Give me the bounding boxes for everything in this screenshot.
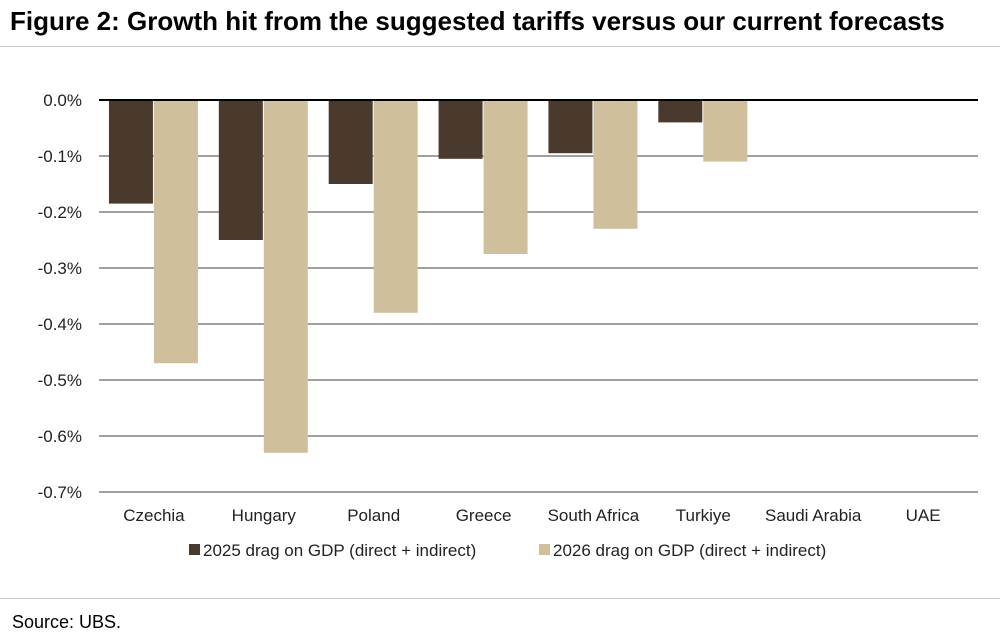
x-category-label: Greece [456, 506, 512, 525]
bar-2026-greece [483, 100, 528, 254]
legend-swatch [539, 544, 550, 555]
x-axis-category-labels: Czechia Hungary Poland Greece South Africa Tu… [123, 506, 940, 525]
y-axis-tick-labels: 0.0% -0.1% -0.2% -0.3% -0.4% -0.5% -0.6% -0.7% [38, 91, 82, 502]
bar-2025-greece [438, 100, 483, 159]
bar-2026-czechia [153, 100, 198, 364]
x-category-label: Czechia [123, 506, 185, 525]
bar-2025-czechia [108, 100, 153, 204]
y-tick-label: -0.1% [38, 147, 82, 166]
y-tick-label: -0.5% [38, 371, 82, 390]
x-category-label: Saudi Arabia [765, 506, 862, 525]
y-tick-label: -0.3% [38, 259, 82, 278]
y-tick-label: 0.0% [43, 91, 82, 110]
bar-2026-turkiye [703, 100, 748, 162]
bar-2025-poland [328, 100, 373, 184]
x-category-label: South Africa [548, 506, 640, 525]
y-tick-label: -0.7% [38, 483, 82, 502]
legend-label: 2025 drag on GDP (direct + indirect) [203, 541, 476, 560]
x-category-label: Poland [347, 506, 400, 525]
bar-2026-hungary [263, 100, 308, 453]
bar-2025-hungary [218, 100, 263, 240]
x-category-label: UAE [906, 506, 941, 525]
bar-2026-poland [373, 100, 418, 313]
bar-chart: 0.0%-0.1%-0.2%-0.3%-0.4%-0.5%-0.6%-0.7% … [38, 91, 978, 560]
source-note: Source: UBS. [12, 612, 122, 632]
figure-title: Figure 2: Growth hit from the suggested … [10, 6, 945, 36]
y-tick-label: -0.2% [38, 203, 82, 222]
legend-label: 2026 drag on GDP (direct + indirect) [553, 541, 826, 560]
y-tick-label: -0.6% [38, 427, 82, 446]
bar-2026-south-africa [593, 100, 638, 229]
bars [108, 100, 748, 453]
source-divider [0, 598, 1000, 599]
bar-2025-south-africa [548, 100, 593, 154]
legend: 2025 drag on GDP (direct + indirect) 2026… [189, 541, 826, 560]
legend-swatch [189, 544, 200, 555]
bar-2025-turkiye [658, 100, 703, 123]
x-category-label: Hungary [232, 506, 297, 525]
x-category-label: Turkiye [676, 506, 731, 525]
title-divider [0, 46, 1000, 47]
y-tick-label: -0.4% [38, 315, 82, 334]
